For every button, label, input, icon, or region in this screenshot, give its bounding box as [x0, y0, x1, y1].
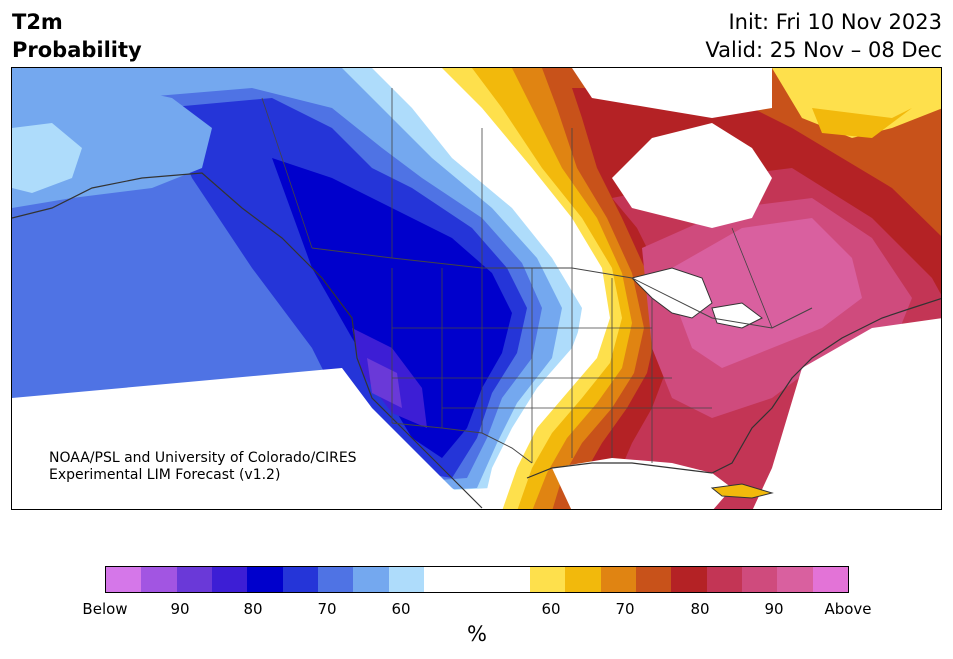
us-canada-border [311, 247, 813, 329]
colorbar-below-segment [317, 567, 354, 592]
colorbar-below-segment [282, 567, 318, 592]
colorbar-above-segment [777, 567, 813, 592]
colorbar-above-segment [671, 567, 707, 592]
great-lakes [631, 267, 763, 329]
colorbar-tick-below: Below [82, 600, 128, 618]
forecast-dates: Init: Fri 10 Nov 2023 Valid: 25 Nov – 08… [705, 8, 942, 64]
colorbar-above-segment [741, 567, 778, 592]
title-variable: T2m [12, 10, 63, 34]
colorbar-tick-above: Above [824, 600, 872, 618]
cold-band-95 [367, 358, 402, 408]
atlantic-east [752, 318, 941, 509]
hudson-bay [612, 123, 772, 228]
gulf-of-mexico [552, 458, 732, 509]
colorbar-tick-below-80: 80 [243, 600, 263, 618]
colorbar-above-segment [529, 567, 566, 592]
credit-line-1: NOAA/PSL and University of Colorado/CIRE… [49, 450, 357, 466]
probability-map [11, 67, 942, 510]
map-title: T2m Probability [12, 8, 142, 64]
colorbar-tick-above-80: 80 [690, 600, 710, 618]
colorbar-tick-above-90: 90 [764, 600, 784, 618]
colorbar-neutral-segment [423, 567, 530, 592]
warm-band-95 [672, 218, 862, 368]
state-borders [391, 268, 712, 463]
colorbar-above-segment [600, 567, 636, 592]
valid-period: Valid: 25 Nov – 08 Dec [705, 38, 942, 62]
colorbar-tick-below-60: 60 [391, 600, 411, 618]
credit-line-2: Experimental LIM Forecast (v1.2) [49, 467, 281, 483]
colorbar-below-segment [141, 567, 177, 592]
init-date: Init: Fri 10 Nov 2023 [728, 10, 942, 34]
title-quantity: Probability [12, 38, 142, 62]
greenland [772, 68, 941, 138]
coastline [12, 172, 941, 509]
colorbar-above-segment [565, 567, 601, 592]
map-canvas [12, 68, 941, 509]
colorbar-below-segment [211, 567, 248, 592]
colorbar-tick-above-60: 60 [541, 600, 561, 618]
probability-colorbar [105, 566, 849, 593]
alaska-band-60 [12, 123, 82, 193]
colorbar-below-segment [106, 567, 142, 592]
colorbar-tick-below-90: 90 [170, 600, 190, 618]
colorbar-tick-below-70: 70 [317, 600, 337, 618]
colorbar-below-segment [353, 567, 389, 592]
neutral-gap [392, 68, 602, 509]
colorbar-above-segment [706, 567, 742, 592]
greenland-band [812, 108, 912, 138]
pacific-south [12, 368, 480, 509]
colorbar-unit: % [467, 622, 487, 646]
colorbar-below-segment [388, 567, 424, 592]
data-credit: NOAA/PSL and University of Colorado/CIRE… [49, 450, 357, 484]
canada-provinces [261, 88, 773, 329]
arctic-water [572, 68, 772, 118]
colorbar-below-segment [176, 567, 212, 592]
cuba [710, 483, 774, 499]
colorbar-above-segment [812, 567, 848, 592]
colorbar-below-segment [247, 567, 283, 592]
colorbar-above-segment [635, 567, 672, 592]
colorbar-tick-above-70: 70 [615, 600, 635, 618]
